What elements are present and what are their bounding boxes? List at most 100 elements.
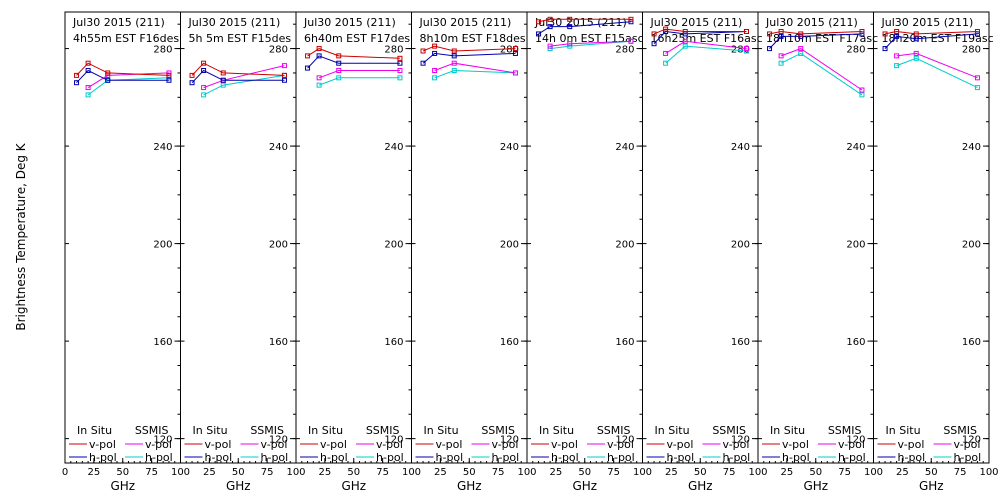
series-line-ssmis-h [780,52,863,96]
x-tick-label: 75 [723,467,736,478]
x-tick-label: 75 [261,467,274,478]
series-line-in-situ-h [538,21,632,35]
y-tick-label: 240 [731,142,750,153]
y-tick-label: 280 [615,45,634,56]
x-tick-label: 75 [492,467,505,478]
x-tick-label: 25 [550,467,563,478]
x-tick-label: 25 [896,467,909,478]
data-point-ssmis-v [894,53,900,59]
y-tick-label: 240 [846,142,865,153]
data-point-in-situ-v [512,46,518,52]
x-axis-label: GHz [688,479,713,493]
y-tick-label: 120 [615,435,634,446]
y-tick-label: 160 [153,337,172,348]
x-tick-label: 100 [633,467,652,478]
data-point-ssmis-v [663,50,669,56]
series-line-in-situ-h [884,33,978,49]
y-tick-label: 200 [615,240,634,251]
panel-3: 120 160 200 240 280 25 50 75 100 GHz Jul30 2015 (2… [295,11,421,493]
data-point-in-situ-v [451,48,457,54]
data-point-ssmis-v [974,75,980,81]
legend-in-situ: In Situ [424,424,459,437]
legend-label-ssmis: h-pol [261,451,289,464]
data-point-ssmis-h [778,60,784,66]
panel-time: 6h40m EST F17des [304,32,410,45]
data-point-in-situ-h [512,50,518,56]
panel-frame [757,11,874,464]
panel-frame [180,11,297,464]
x-tick-label: 100 [517,467,536,478]
data-point-ssmis-v [281,63,287,69]
legend-label-ssmis: v-pol [261,438,288,451]
legend-ssmis: SSMIS [828,424,862,437]
x-axis-label: GHz [341,479,366,493]
data-point-ssmis-h [974,85,980,91]
x-tick-label: 75 [145,467,158,478]
legend-ssmis: SSMIS [943,424,977,437]
panels-group: 120 160 200 240 280 0 25 50 75 100 GHz Jul30 2015 (… [62,11,999,493]
x-tick-label: 100 [171,467,190,478]
y-tick-label: 200 [731,240,750,251]
y-tick-label: 200 [384,240,403,251]
data-point-ssmis-v [316,75,322,81]
series-line-in-situ-v [422,45,516,52]
data-point-in-situ-h [451,53,457,59]
data-point-in-situ-v [85,60,91,66]
data-point-ssmis-h [432,75,438,81]
series-line-ssmis-v [780,48,863,91]
data-point-in-situ-v [201,60,207,66]
data-point-in-situ-v [432,43,438,49]
data-point-in-situ-v [397,55,403,61]
panel-time: 8h10m EST F18des [420,32,526,45]
legend-label-ssmis: h-pol [954,451,982,464]
panel-2: 120 160 200 240 280 25 50 75 100 GHz Jul30 2015 (2… [180,11,306,493]
legend-in-situ: In Situ [308,424,343,437]
series-line-in-situ-v [538,18,631,23]
legend-label-in-situ: h-pol [89,451,117,464]
y-tick-label: 240 [153,142,172,153]
data-point-in-situ-v [74,72,80,78]
panel-4: 120 160 200 240 280 25 50 75 100 GHz Jul30 2015 (2… [411,11,537,493]
data-point-in-situ-h [189,80,195,86]
legend-label-in-situ: v-pol [898,438,925,451]
panel-8: 120 160 200 240 280 25 50 75 100 GHz Jul30 2015 (2… [873,11,999,493]
panel-time: 16h25m EST F16asc [651,32,763,45]
legend-label-in-situ: h-pol [898,451,926,464]
panel-1: 120 160 200 240 280 0 25 50 75 100 GHz Jul30 2015 (… [62,11,190,493]
data-point-ssmis-v [547,43,553,49]
y-tick-label: 240 [384,142,403,153]
data-point-ssmis-v [743,46,749,52]
y-tick-label: 160 [384,337,403,348]
legend-label-ssmis: h-pol [376,451,404,464]
series-line-ssmis-v [318,70,400,79]
panel-date: Jul30 2015 (211) [765,16,858,29]
series-line-ssmis-h [896,57,978,89]
legend-ssmis: SSMIS [481,424,515,437]
data-point-ssmis-v [201,85,207,91]
legend-label-ssmis: v-pol [492,438,519,451]
series-line-ssmis-h [318,77,400,86]
x-tick-label: 75 [376,467,389,478]
y-tick-label: 240 [615,142,634,153]
legend-label-ssmis: v-pol [376,438,403,451]
panel-date: Jul30 2015 (211) [650,16,743,29]
panel-time: 4h55m EST F16des [73,32,179,45]
x-tick-label: 25 [665,467,678,478]
series-line-in-situ-v [884,30,978,35]
data-point-in-situ-h [536,31,542,37]
y-tick-label: 200 [846,240,865,251]
legend-in-situ: In Situ [77,424,112,437]
legend-label-in-situ: h-pol [667,451,695,464]
x-tick-label: 100 [864,467,883,478]
panel-date: Jul30 2015 (211) [881,16,974,29]
data-point-ssmis-v [778,53,784,59]
data-point-in-situ-h [336,60,342,66]
data-point-in-situ-v [767,31,773,37]
legend-in-situ: In Situ [770,424,805,437]
x-tick-label: 25 [781,467,794,478]
series-line-in-situ-v [769,30,863,35]
y-tick-label: 240 [269,142,288,153]
series-line-in-situ-h [653,30,747,45]
data-point-in-situ-v [316,46,322,52]
data-point-in-situ-v [798,31,804,37]
